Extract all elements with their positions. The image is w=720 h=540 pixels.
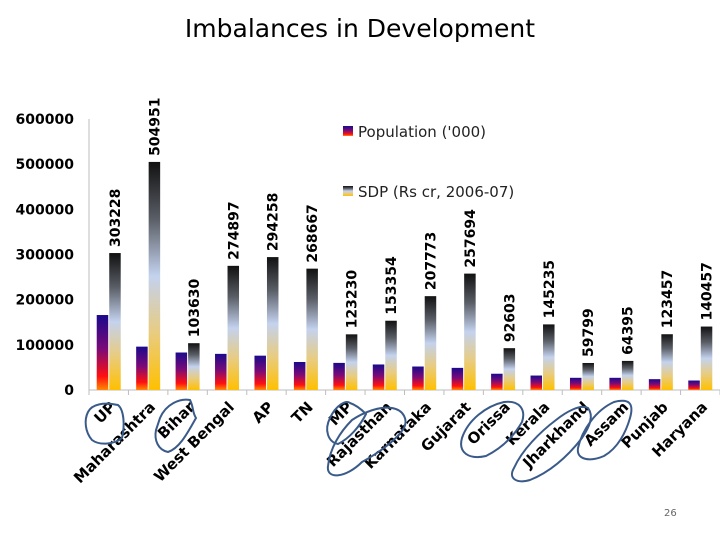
bar-sdp [345,334,358,390]
bar-sdp [188,343,200,390]
bar-population [412,366,424,390]
bar-population [648,379,661,390]
legend-swatch-population [343,126,353,136]
bar-population [254,355,266,390]
y-tick-label: 500000 [16,157,75,173]
bar-sdp [266,257,279,390]
bar-population [609,377,621,390]
data-label-sdp: 140457 [700,262,716,320]
bar-sdp [621,360,634,390]
annotation-circle-assam [576,399,633,461]
bar-population [491,373,503,390]
annotation-circles [84,398,633,483]
bar-sdp [700,326,713,390]
bar-population [293,361,306,390]
data-label-sdp: 103630 [187,278,203,337]
legend-label-sdp: SDP (Rs cr, 2006-07) [358,183,514,201]
y-tick-label: 300000 [16,248,75,264]
data-label-sdp: 294258 [266,193,282,251]
page-number: 26 [664,508,677,519]
data-label-sdp: 268667 [305,204,321,262]
bar-population [333,362,345,390]
annotation-circle-orissa [460,400,525,458]
bar-population [569,377,582,390]
legend-label-population: Population ('000) [358,123,486,141]
y-tick-label: 600000 [16,112,75,128]
data-label-sdp: 153354 [384,256,400,315]
x-tick-label: UP [90,398,119,427]
bar-sdp [385,320,397,390]
data-label-sdp: 145235 [542,260,558,318]
bar-population [136,346,148,390]
legend-swatch-sdp [343,186,353,196]
bar-sdp [227,265,240,390]
legend: Population ('000) SDP (Rs cr, 2006-07) [343,123,514,201]
bar-sdp [148,161,161,390]
bar-population [96,315,109,390]
bar-population [372,364,385,390]
bar-sdp [543,324,555,390]
annotation-circle-bihar [154,398,198,454]
bar-sdp [306,268,318,390]
data-label-sdp: 92603 [502,293,518,342]
x-axis [88,389,720,395]
y-tick-label: 0 [64,383,74,399]
bar-population [215,353,227,390]
annotation-circle-up [84,402,125,445]
bar-sdp [109,253,121,390]
slide-title: Imbalances in Development [0,14,720,43]
y-tick-label: 200000 [16,293,75,309]
bar-sdp [503,348,516,390]
annotation-circle-rajasthan [326,406,407,477]
data-label-sdp: 59799 [581,308,597,357]
x-tick-label: TN [288,398,317,427]
bar-population [530,375,543,390]
data-label-sdp: 274897 [226,201,242,259]
bar-sdp [464,273,476,390]
data-labels: 303228 504951 103630 274897 294258 268667 1232… [108,97,716,357]
slide-title-text: Imbalances in Development [184,14,536,43]
bar-population [688,380,700,390]
bar-sdp [661,334,673,390]
data-label-sdp: 123457 [660,270,676,328]
bars [96,161,713,390]
bar-sdp [582,362,594,390]
data-label-sdp: 207773 [423,232,439,290]
bar-sdp [424,296,437,390]
y-tick-label: 100000 [16,338,75,354]
data-label-sdp: 257694 [463,209,479,268]
y-tick-label: 400000 [16,202,75,218]
y-axis: 0 100000 200000 300000 400000 500000 600000 [16,112,90,399]
data-label-sdp: 303228 [108,189,124,247]
data-label-sdp: 123230 [345,270,361,329]
annotation-circle-mp [326,401,368,446]
bar-population [451,367,464,390]
data-label-sdp: 504951 [147,97,163,155]
bar-population [175,352,188,390]
data-label-sdp: 64395 [621,306,637,355]
x-tick-label: AP [249,398,278,427]
